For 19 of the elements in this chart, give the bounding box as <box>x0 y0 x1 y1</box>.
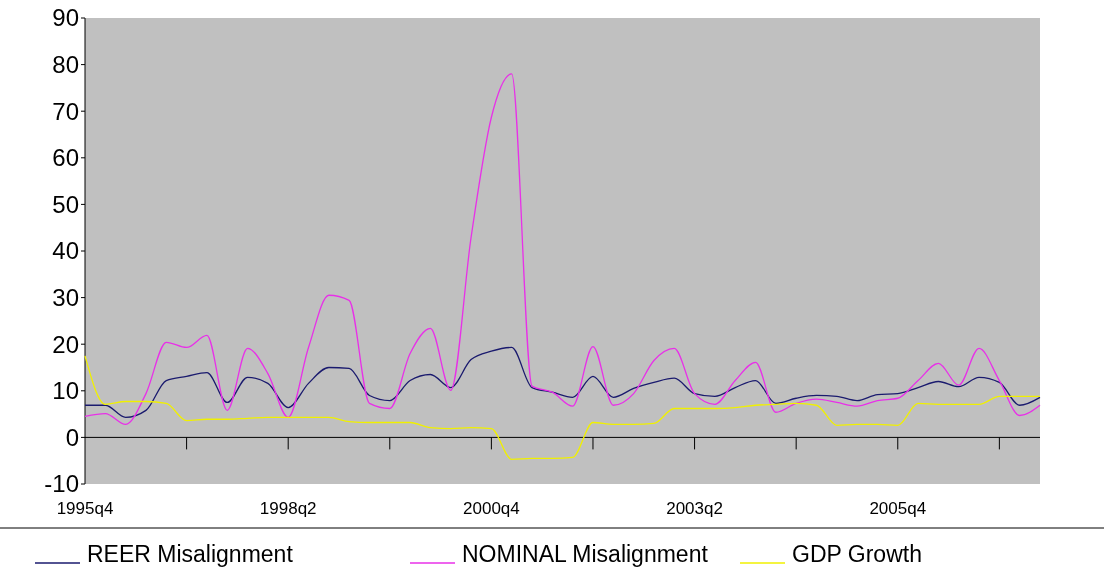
y-tick-label: 10 <box>52 377 79 405</box>
y-tick-label: 70 <box>52 97 79 125</box>
y-tick-label: 20 <box>52 330 79 358</box>
x-tick-label: 1998q2 <box>259 499 317 518</box>
x-tick-label: 2000q4 <box>463 499 520 518</box>
x-tick-label: 1995q4 <box>56 499 114 518</box>
x-tick-label: 2003q2 <box>666 499 723 518</box>
y-tick-label: 50 <box>52 190 79 218</box>
x-tick-label: 2005q4 <box>869 499 927 518</box>
y-tick-label: 0 <box>65 423 79 451</box>
y-tick-label: 60 <box>52 144 79 172</box>
y-tick-label: 30 <box>52 284 79 311</box>
legend-label: NOMINAL Misalignment <box>462 541 709 567</box>
y-tick-label: -10 <box>44 470 79 498</box>
legend-label: GDP Growth <box>792 541 922 567</box>
y-tick-label: 90 <box>52 4 79 32</box>
legend-label: REER Misalignment <box>87 541 294 567</box>
y-tick-label: 40 <box>52 237 79 265</box>
y-tick-label: 80 <box>52 51 79 78</box>
